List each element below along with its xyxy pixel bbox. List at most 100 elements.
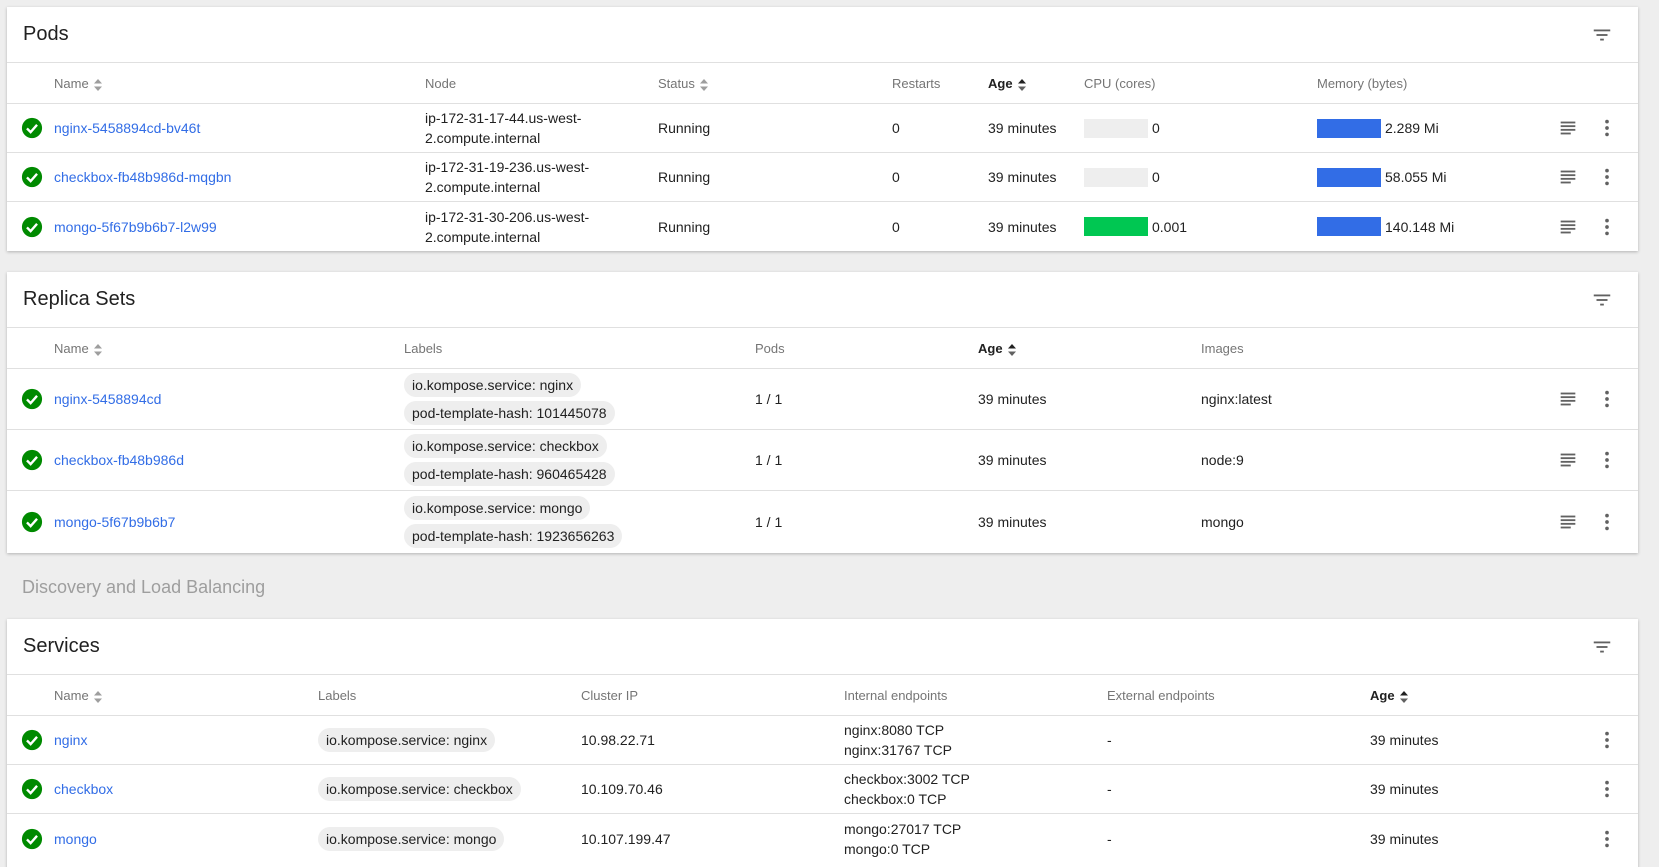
svc-internal-endpoint: nginx:31767 TCP (844, 742, 952, 758)
services-table-header: Name Labels Cluster IP Internal endpoint… (7, 675, 1638, 716)
svc-name-link[interactable]: nginx (54, 732, 88, 748)
table-row: nginx io.kompose.service: nginx 10.98.22… (7, 716, 1638, 765)
pods-filter-icon[interactable] (1582, 15, 1622, 55)
more-vert-icon[interactable] (1595, 448, 1619, 472)
sort-icon[interactable] (93, 78, 103, 92)
svc-name-link[interactable]: mongo (54, 830, 97, 847)
memory-bar-fill (1317, 167, 1381, 187)
memory-bar-fill (1317, 118, 1381, 138)
label-chip: io.kompose.service: nginx (404, 373, 582, 397)
check-circle-icon (21, 166, 43, 188)
svc-internal-endpoint: mongo:0 TCP (844, 840, 931, 857)
svc-internal-endpoint: mongo:27017 TCP (844, 820, 962, 837)
rs-pods: 1 / 1 (755, 452, 783, 468)
svc-external-endpoint: - (1107, 732, 1112, 748)
label-chip: pod-template-hash: 101445078 (404, 401, 615, 425)
pod-status: Running (658, 218, 711, 235)
pod-node-line2: 2.compute.internal (425, 130, 541, 146)
table-row: nginx-5458894cd io.kompose.service: ngin… (7, 369, 1638, 430)
pods-table-header: Name Node Status Restarts Age CPU (cores… (7, 63, 1638, 104)
pods-card: Pods Name Node Status Restarts Age CPU (… (7, 7, 1638, 251)
pods-col-status[interactable]: Status (658, 63, 709, 104)
pod-age: 39 minutes (988, 169, 1057, 185)
pod-cpu: 0 (1152, 120, 1160, 136)
more-vert-icon[interactable] (1595, 387, 1619, 411)
sort-asc-icon[interactable] (1007, 343, 1017, 357)
rs-name-link[interactable]: checkbox-fb48b986d (54, 452, 184, 468)
cpu-bar (1084, 217, 1148, 236)
sort-asc-icon[interactable] (1017, 78, 1027, 92)
rs-name-link[interactable]: mongo-5f67b9b6b7 (54, 513, 176, 530)
services-filter-icon[interactable] (1582, 627, 1622, 667)
pod-status: Running (658, 169, 711, 185)
table-row: checkbox io.kompose.service: checkbox 10… (7, 765, 1638, 814)
pod-node-line2: 2.compute.internal (425, 179, 541, 195)
check-circle-icon (21, 117, 43, 139)
replica-sets-table-header: Name Labels Pods Age Images (7, 328, 1638, 369)
logs-icon[interactable] (1556, 387, 1580, 411)
cpu-bar (1084, 167, 1148, 187)
svc-external-endpoint: - (1107, 830, 1112, 847)
svc-internal-endpoint: nginx:8080 TCP (844, 722, 945, 738)
memory-bar (1317, 118, 1381, 138)
pod-restarts: 0 (892, 169, 900, 185)
more-vert-icon[interactable] (1595, 165, 1619, 189)
label-chip: io.kompose.service: nginx (318, 728, 496, 752)
svc-internal-endpoint: checkbox:0 TCP (844, 791, 947, 807)
more-vert-icon[interactable] (1595, 777, 1619, 801)
replica-sets-header: Replica Sets (7, 272, 1638, 328)
label-chip: io.kompose.service: mongo (318, 826, 505, 851)
label-chip: io.kompose.service: mongo (404, 495, 591, 520)
table-row: checkbox-fb48b986d io.kompose.service: c… (7, 430, 1638, 491)
logs-icon[interactable] (1556, 510, 1580, 534)
pod-cpu: 0 (1152, 169, 1160, 185)
pods-col-memory: Memory (bytes) (1317, 76, 1408, 91)
table-row: nginx-5458894cd-bv46t ip-172-31-17-44.us… (7, 104, 1638, 153)
memory-bar-fill (1317, 217, 1381, 236)
sort-asc-icon[interactable] (1399, 690, 1409, 704)
logs-icon[interactable] (1556, 165, 1580, 189)
rs-col-name[interactable]: Name (54, 328, 103, 369)
sort-icon[interactable] (93, 690, 103, 704)
rs-col-pods: Pods (755, 341, 785, 356)
pod-memory: 58.055 Mi (1385, 169, 1447, 185)
sort-icon[interactable] (699, 78, 709, 92)
logs-icon[interactable] (1556, 116, 1580, 140)
check-circle-icon (21, 511, 43, 533)
more-vert-icon[interactable] (1595, 116, 1619, 140)
rs-pods: 1 / 1 (755, 391, 783, 407)
logs-icon[interactable] (1556, 215, 1580, 239)
svc-col-name[interactable]: Name (54, 675, 103, 716)
pod-name-link[interactable]: checkbox-fb48b986d-mqgbn (54, 169, 232, 185)
table-row: mongo-5f67b9b6b7-l2w99 ip-172-31-30-206.… (7, 202, 1638, 251)
pod-name-link[interactable]: mongo-5f67b9b6b7-l2w99 (54, 218, 217, 235)
replica-sets-filter-icon[interactable] (1582, 280, 1622, 320)
svc-name-link[interactable]: checkbox (54, 781, 114, 797)
pods-header: Pods (7, 7, 1638, 63)
replica-sets-card: Replica Sets Name Labels Pods Age Images… (7, 272, 1638, 553)
more-vert-icon[interactable] (1595, 215, 1619, 239)
pod-age: 39 minutes (988, 120, 1057, 136)
section-heading: Discovery and Load Balancing (22, 577, 266, 597)
sort-icon[interactable] (93, 343, 103, 357)
svc-cluster-ip: 10.98.22.71 (581, 732, 655, 748)
pod-memory: 2.289 Mi (1385, 120, 1439, 136)
pods-col-age[interactable]: Age (988, 63, 1027, 104)
more-vert-icon[interactable] (1595, 827, 1619, 851)
label-chip: io.kompose.service: checkbox (318, 777, 521, 801)
pod-restarts: 0 (892, 218, 900, 235)
rs-name-link[interactable]: nginx-5458894cd (54, 391, 162, 407)
pods-col-restarts: Restarts (892, 76, 941, 91)
table-row: mongo-5f67b9b6b7 io.kompose.service: mon… (7, 491, 1638, 552)
svc-col-cluster-ip: Cluster IP (581, 688, 639, 703)
pods-col-name[interactable]: Name (54, 63, 103, 104)
more-vert-icon[interactable] (1595, 510, 1619, 534)
pod-age: 39 minutes (988, 218, 1057, 235)
more-vert-icon[interactable] (1595, 728, 1619, 752)
pod-name-link[interactable]: nginx-5458894cd-bv46t (54, 120, 201, 136)
logs-icon[interactable] (1556, 448, 1580, 472)
svc-age: 39 minutes (1370, 732, 1439, 748)
rs-images: node:9 (1201, 452, 1244, 468)
rs-col-age[interactable]: Age (978, 328, 1017, 369)
svc-col-age[interactable]: Age (1370, 675, 1409, 716)
